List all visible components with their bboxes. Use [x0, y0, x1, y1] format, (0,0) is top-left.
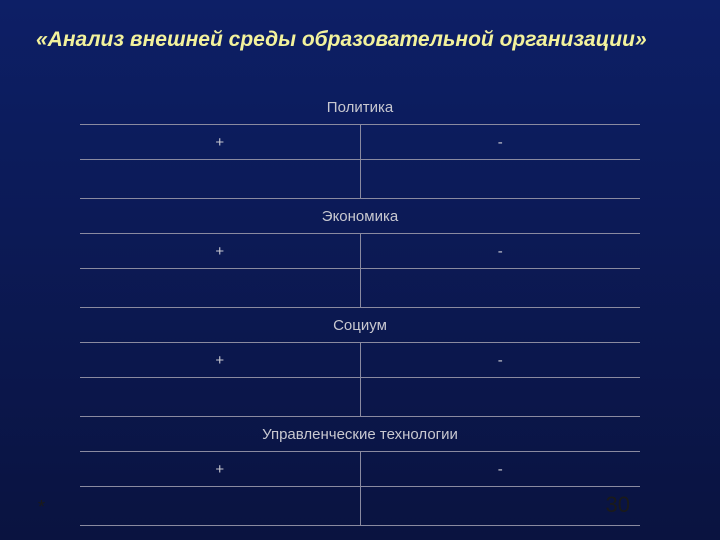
- section-header: Экономика: [80, 199, 640, 234]
- section-header: Управленческие технологии: [80, 417, 640, 452]
- section-header-row: Социум: [80, 308, 640, 343]
- analysis-table-wrap: Политика+-Экономика+-Социум+-Управленчес…: [80, 90, 640, 526]
- section-header-row: Управленческие технологии: [80, 417, 640, 452]
- content-row: [80, 378, 640, 417]
- slide: «Анализ внешней среды образовательной ор…: [0, 0, 720, 540]
- analysis-table: Политика+-Экономика+-Социум+-Управленчес…: [80, 90, 640, 526]
- section-header-row: Политика: [80, 90, 640, 125]
- minus-cell: -: [360, 234, 640, 269]
- content-row: [80, 160, 640, 199]
- plus-minus-row: +-: [80, 452, 640, 487]
- plus-cell: +: [80, 343, 360, 378]
- content-cell-minus: [360, 378, 640, 417]
- plus-minus-row: +-: [80, 125, 640, 160]
- content-cell-minus: [360, 487, 640, 526]
- content-cell-minus: [360, 269, 640, 308]
- section-header: Социум: [80, 308, 640, 343]
- plus-minus-row: +-: [80, 234, 640, 269]
- slide-title: «Анализ внешней среды образовательной ор…: [36, 28, 684, 52]
- plus-cell: +: [80, 125, 360, 160]
- plus-minus-row: +-: [80, 343, 640, 378]
- page-number: 30: [606, 492, 630, 518]
- section-header-row: Экономика: [80, 199, 640, 234]
- footer-star: *: [38, 497, 45, 518]
- minus-cell: -: [360, 343, 640, 378]
- plus-cell: +: [80, 234, 360, 269]
- content-cell-plus: [80, 160, 360, 199]
- minus-cell: -: [360, 452, 640, 487]
- content-cell-plus: [80, 378, 360, 417]
- content-cell-plus: [80, 487, 360, 526]
- content-cell-minus: [360, 160, 640, 199]
- plus-cell: +: [80, 452, 360, 487]
- minus-cell: -: [360, 125, 640, 160]
- section-header: Политика: [80, 90, 640, 125]
- content-row: [80, 487, 640, 526]
- content-row: [80, 269, 640, 308]
- content-cell-plus: [80, 269, 360, 308]
